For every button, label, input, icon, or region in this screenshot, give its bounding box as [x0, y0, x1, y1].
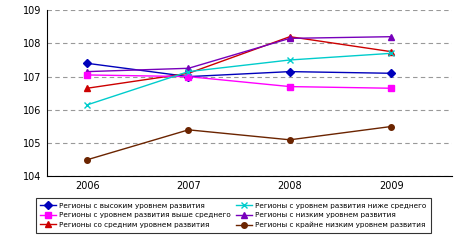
- Legend: Регионы с высоким уровнем развития, Регионы с уровнем развития выше среднего, Ре: Регионы с высоким уровнем развития, Реги…: [35, 198, 431, 233]
- Регионы с уровнем развития выше среднего: [389, 87, 394, 90]
- Регионы с уровнем развития выше среднего: [287, 85, 293, 88]
- Регионы с крайне низким уровнем развития: [186, 128, 192, 131]
- Line: Регионы с крайне низким уровнем развития: Регионы с крайне низким уровнем развития: [84, 124, 394, 163]
- Регионы с низким уровнем развития: [389, 35, 394, 38]
- Регионы с высоким уровнем развития: [186, 75, 192, 78]
- Регионы с высоким уровнем развития: [84, 62, 90, 65]
- Регионы с низким уровнем развития: [186, 67, 192, 70]
- Регионы с крайне низким уровнем развития: [389, 125, 394, 128]
- Регионы с уровнем развития ниже среднего: [389, 52, 394, 55]
- Регионы с уровнем развития ниже среднего: [287, 58, 293, 61]
- Регионы с крайне низким уровнем развития: [84, 158, 90, 161]
- Регионы с уровнем развития выше среднего: [186, 75, 192, 78]
- Регионы с высоким уровнем развития: [389, 72, 394, 75]
- Регионы со средним уровнем развития: [186, 72, 192, 75]
- Регионы со средним уровнем развития: [84, 87, 90, 90]
- Регионы с высоким уровнем развития: [287, 70, 293, 73]
- Регионы с уровнем развития ниже среднего: [84, 103, 90, 106]
- Регионы с крайне низким уровнем развития: [287, 138, 293, 141]
- Line: Регионы с высоким уровнем развития: Регионы с высоким уровнем развития: [84, 60, 394, 79]
- Регионы с низким уровнем развития: [84, 70, 90, 73]
- Line: Регионы с уровнем развития выше среднего: Регионы с уровнем развития выше среднего: [84, 72, 394, 91]
- Line: Регионы с уровнем развития ниже среднего: Регионы с уровнем развития ниже среднего: [84, 50, 395, 108]
- Line: Регионы со средним уровнем развития: Регионы со средним уровнем развития: [84, 33, 395, 92]
- Line: Регионы с низким уровнем развития: Регионы с низким уровнем развития: [84, 33, 395, 75]
- Регионы с низким уровнем развития: [287, 37, 293, 40]
- Регионы со средним уровнем развития: [287, 35, 293, 38]
- Регионы со средним уровнем развития: [389, 50, 394, 53]
- Регионы с уровнем развития выше среднего: [84, 73, 90, 76]
- Регионы с уровнем развития ниже среднего: [186, 70, 192, 73]
